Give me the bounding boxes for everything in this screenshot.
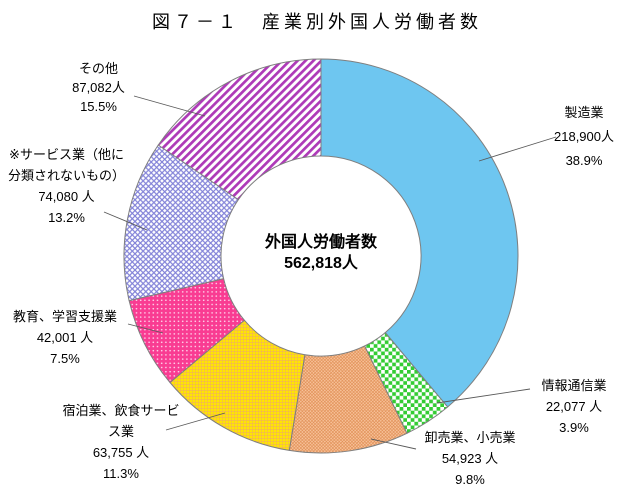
pie-segment-manufacturing	[320, 58, 519, 408]
callout-percent: 3.9%	[559, 420, 589, 435]
callout-value: 63,755 人	[92, 445, 150, 460]
leader-line-others	[133, 95, 206, 117]
callout-information-communications: 情報通信業 22,077 人 3.9%	[518, 375, 630, 438]
callout-value: 54,923 人	[441, 451, 499, 466]
leader-line-services-nec	[103, 211, 148, 231]
donut-center-label: 外国人労働者数 562,818人	[221, 232, 421, 274]
callout-label: 卸売業、小売業	[424, 430, 516, 445]
callout-label: 情報通信業	[541, 378, 607, 393]
pie-segment-others	[157, 58, 322, 201]
callout-percent: 13.2%	[48, 210, 85, 225]
leader-line-information-communications	[436, 388, 531, 404]
callout-accommodation-food-service: 宿泊業、飲食サービ ス業 63,755 人 11.3%	[55, 400, 187, 484]
callout-label: 宿泊業、飲食サービ	[62, 403, 180, 418]
callout-percent: 38.9%	[565, 153, 603, 168]
callout-percent: 15.5%	[80, 99, 117, 114]
callout-label: 製造業	[564, 105, 604, 120]
callout-label: ※サービス業（他に	[9, 147, 124, 162]
callout-value: 22,077 人	[545, 399, 603, 414]
leader-line-accommodation-food-service	[165, 412, 226, 431]
callout-manufacturing: 製造業 218,900人 38.9%	[534, 101, 634, 173]
center-title: 外国人労働者数	[264, 234, 377, 251]
callout-others: その他 87,082人 15.5%	[46, 59, 151, 116]
callout-value: 87,082人	[72, 80, 125, 95]
leader-line-education-learning-support	[127, 323, 164, 334]
leader-line-wholesale-retail	[370, 438, 417, 450]
callout-value: 74,080 人	[38, 189, 95, 204]
callout-services-nec: ※サービス業（他に 分類されないもの） 74,080 人 13.2%	[0, 144, 133, 228]
chart-title: 図７－１ 産業別外国人労働者数	[152, 12, 482, 32]
callout-percent: 7.5%	[50, 351, 80, 366]
callout-label: 分類されないもの）	[7, 168, 125, 183]
callout-education-learning-support: 教育、学習支援業 42,001 人 7.5%	[0, 306, 130, 369]
callout-value: 42,001 人	[36, 330, 94, 345]
center-value: 562,818人	[284, 255, 358, 272]
leader-line-manufacturing	[478, 136, 557, 162]
callout-label: ス業	[107, 424, 134, 439]
callout-wholesale-retail: 卸売業、小売業 54,923 人 9.8%	[414, 427, 526, 490]
callout-percent: 11.3%	[103, 466, 139, 481]
callout-percent: 9.8%	[455, 472, 485, 487]
callout-label: その他	[78, 61, 118, 76]
callout-value: 218,900人	[554, 129, 614, 144]
callout-label: 教育、学習支援業	[12, 309, 117, 324]
